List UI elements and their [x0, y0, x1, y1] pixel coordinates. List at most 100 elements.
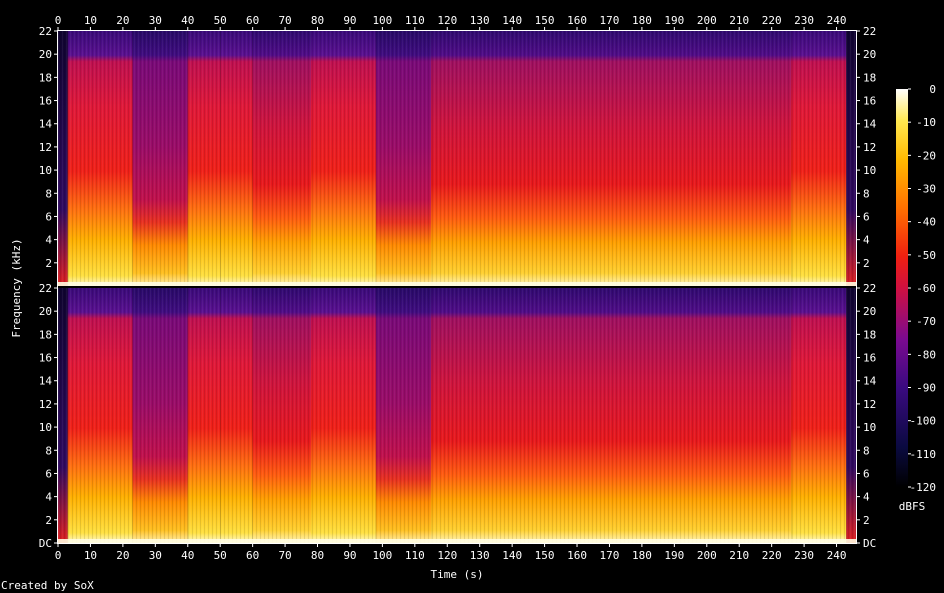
x-tick-label-bottom-6: 60	[246, 549, 259, 562]
colorbar-gradient	[896, 89, 908, 487]
x-tick-label-top-10: 100	[372, 14, 392, 27]
x-tick-label-top-0: 0	[55, 14, 62, 27]
y-tick-label-left-ch1-4: 8	[45, 187, 52, 200]
colorbar-tick-label-4: -40	[916, 216, 936, 229]
y-tick-label-right-ch1-8: 16	[863, 95, 876, 108]
dc-band-ch1	[58, 282, 856, 286]
colorbar-tick-label-5: -50	[916, 249, 936, 262]
x-tick-label-bottom-14: 140	[502, 549, 522, 562]
y-tick-label-right-ch2-6: 12	[863, 398, 876, 411]
spectrum-texture-ch1	[58, 31, 856, 286]
colorbar: 0 -10 -20 -30 -40 -50 -60 -70 -80 -90 -100 -110 -120	[896, 83, 936, 494]
channel-2-spectrogram	[58, 288, 856, 543]
y-tick-label-right-ch1-2: 4	[863, 234, 870, 247]
x-tick-label-top-12: 120	[437, 14, 457, 27]
x-tick-label-top-18: 180	[632, 14, 652, 27]
y-tick-label-left-ch2-11: 22	[39, 282, 52, 295]
y-tick-label-right-ch1-7: 14	[863, 118, 877, 131]
y-tick-label-right-ch1-3: 6	[863, 210, 870, 223]
x-tick-label-top-22: 220	[762, 14, 782, 27]
colorbar-tick-label-1: -10	[916, 116, 936, 129]
y-tick-label-right-ch1-6: 12	[863, 141, 876, 154]
y-tick-label-left-ch2-9: 18	[39, 328, 52, 341]
x-tick-label-top-15: 150	[535, 14, 555, 27]
x-tick-label-bottom-18: 180	[632, 549, 652, 562]
y-tick-label-left-ch1-5: 10	[39, 164, 52, 177]
y-tick-label-right-ch1-11: 22	[863, 25, 876, 38]
x-tick-label-top-4: 40	[181, 14, 194, 27]
y-tick-label-right-ch2-5: 10	[863, 421, 876, 434]
y-tick-label-right-ch2-4: 8	[863, 444, 870, 457]
y-tick-label-left-ch2-0: DC	[39, 537, 52, 550]
colorbar-tick-label-8: -80	[916, 348, 936, 361]
x-tick-label-top-1: 10	[84, 14, 97, 27]
x-tick-label-top-23: 230	[794, 14, 814, 27]
x-tick-label-bottom-4: 40	[181, 549, 194, 562]
colorbar-tick-label-10: -100	[910, 415, 937, 428]
y-tick-label-left-ch2-4: 8	[45, 444, 52, 457]
x-tick-label-top-19: 190	[664, 14, 684, 27]
x-tick-label-bottom-22: 220	[762, 549, 782, 562]
y-tick-label-left-ch1-2: 4	[45, 234, 52, 247]
y-tick-label-left-ch1-3: 6	[45, 210, 52, 223]
x-tick-label-bottom-13: 130	[470, 549, 490, 562]
colorbar-tick-label-6: -60	[916, 282, 936, 295]
x-tick-label-top-13: 130	[470, 14, 490, 27]
x-tick-label-top-5: 50	[214, 14, 227, 27]
y-tick-label-right-ch1-1: 2	[863, 257, 870, 270]
y-tick-label-right-ch2-0: DC	[863, 537, 876, 550]
y-tick-label-right-ch2-9: 18	[863, 328, 876, 341]
y-tick-label-left-ch1-7: 14	[39, 118, 53, 131]
x-tick-label-top-24: 240	[827, 14, 847, 27]
x-tick-label-bottom-16: 160	[567, 549, 587, 562]
y-tick-label-left-ch2-1: 2	[45, 514, 52, 527]
created-by-credit: Created by SoX	[1, 579, 94, 592]
y-tick-label-right-ch2-1: 2	[863, 514, 870, 527]
y-tick-label-left-ch2-10: 20	[39, 305, 52, 318]
y-tick-label-left-ch1-9: 18	[39, 71, 52, 84]
y-tick-label-left-ch2-5: 10	[39, 421, 52, 434]
x-tick-label-top-3: 30	[149, 14, 162, 27]
x-tick-label-bottom-20: 200	[697, 549, 717, 562]
colorbar-tick-label-11: -110	[910, 448, 937, 461]
x-tick-label-top-20: 200	[697, 14, 717, 27]
x-tick-label-bottom-5: 50	[214, 549, 227, 562]
colorbar-tick-label-9: -90	[916, 382, 936, 395]
y-tick-label-left-ch2-8: 16	[39, 352, 52, 365]
x-tick-label-top-11: 110	[405, 14, 425, 27]
y-tick-label-left-ch1-11: 22	[39, 25, 52, 38]
y-tick-label-left-ch1-6: 12	[39, 141, 52, 154]
colorbar-tick-label-7: -70	[916, 315, 936, 328]
x-tick-label-bottom-19: 190	[664, 549, 684, 562]
x-tick-label-top-21: 210	[729, 14, 749, 27]
colorbar-label: dBFS	[899, 500, 926, 513]
y-tick-label-left-ch2-7: 14	[39, 375, 53, 388]
x-tick-label-bottom-2: 20	[116, 549, 129, 562]
y-tick-label-left-ch1-8: 16	[39, 95, 52, 108]
x-tick-label-top-2: 20	[116, 14, 129, 27]
y-tick-label-right-ch2-2: 4	[863, 491, 870, 504]
y-tick-label-right-ch2-7: 14	[863, 375, 877, 388]
y-tick-label-left-ch1-10: 20	[39, 48, 52, 61]
x-tick-label-bottom-12: 120	[437, 549, 457, 562]
x-tick-label-bottom-21: 210	[729, 549, 749, 562]
y-tick-label-right-ch2-8: 16	[863, 352, 876, 365]
x-tick-label-top-17: 170	[600, 14, 620, 27]
x-tick-label-bottom-9: 90	[343, 549, 356, 562]
y-tick-label-right-ch1-9: 18	[863, 71, 876, 84]
axes: 0 0 10 10 20 20 30 30 40 40 50 50 60 60 70 70 80 80 90 90 10…	[39, 14, 877, 562]
x-tick-label-top-8: 80	[311, 14, 324, 27]
x-tick-label-bottom-17: 170	[600, 549, 620, 562]
y-tick-label-right-ch1-4: 8	[863, 187, 870, 200]
spectrum-texture-ch2	[58, 288, 856, 543]
y-tick-label-left-ch2-2: 4	[45, 491, 52, 504]
plot-frame	[57, 30, 857, 544]
colorbar-tick-label-3: -30	[916, 183, 936, 196]
y-tick-label-right-ch2-3: 6	[863, 467, 870, 480]
x-tick-label-bottom-7: 70	[278, 549, 291, 562]
y-tick-label-right-ch2-11: 22	[863, 282, 876, 295]
x-tick-label-top-7: 70	[278, 14, 291, 27]
x-tick-label-bottom-8: 80	[311, 549, 324, 562]
y-tick-label-left-ch1-1: 2	[45, 257, 52, 270]
